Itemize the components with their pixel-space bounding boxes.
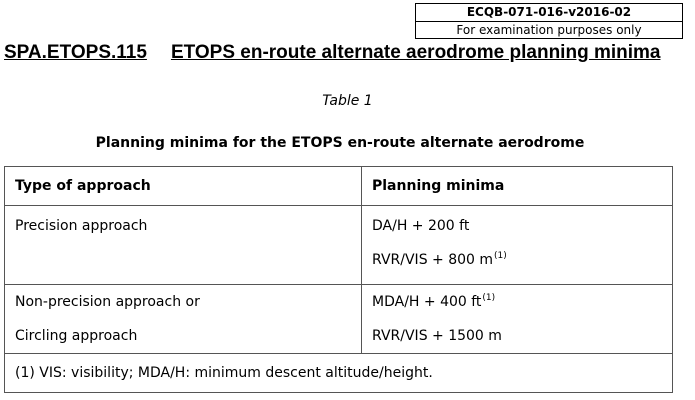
- column-header-approach: Type of approach: [4, 166, 362, 206]
- approach-type: Non-precision approach or: [15, 294, 200, 310]
- table-footnote-row: (1) VIS: visibility; MDA/H: minimum desc…: [4, 353, 673, 393]
- approach-cell: Precision approach: [4, 205, 362, 285]
- exam-purpose-note: For examination purposes only: [456, 22, 642, 37]
- regulation-reference: SPA.ETOPS.115: [4, 42, 147, 63]
- planning-minima-table: Type of approach Planning minima Precisi…: [4, 166, 673, 393]
- approach-cell: Non-precision approach or Circling appro…: [4, 284, 362, 354]
- exam-reference-box: ECQB-071-016-v2016-02 For examination pu…: [415, 3, 683, 39]
- minima-value: RVR/VIS + 1500 m: [372, 319, 672, 353]
- table-header-row: Type of approach Planning minima: [4, 166, 673, 206]
- minima-value: RVR/VIS + 800 m(1): [372, 243, 672, 277]
- table-label: Table 1: [322, 93, 373, 109]
- regulation-title: ETOPS en-route alternate aerodrome plann…: [170, 42, 661, 63]
- regulation-heading: SPA.ETOPS.115 ETOPS en-route alternate ae…: [4, 41, 688, 65]
- minima-cell: MDA/H + 400 ft(1) RVR/VIS + 1500 m: [361, 284, 673, 354]
- minima-text: DA/H + 200 ft: [372, 218, 470, 234]
- column-header-minima: Planning minima: [361, 166, 673, 206]
- approach-type: Circling approach: [15, 328, 138, 344]
- table-row: Non-precision approach or Circling appro…: [4, 284, 673, 354]
- minima-footnote-ref: (1): [494, 251, 507, 261]
- minima-cell: DA/H + 200 ft RVR/VIS + 800 m(1): [361, 205, 673, 285]
- minima-text: MDA/H + 400 ft: [372, 294, 482, 310]
- table-row: Precision approach DA/H + 200 ft RVR/VIS…: [4, 205, 673, 285]
- minima-text: RVR/VIS + 800 m: [372, 252, 494, 268]
- minima-footnote-ref: (1): [482, 293, 496, 303]
- minima-value: DA/H + 200 ft: [372, 209, 672, 243]
- minima-text: RVR/VIS + 1500 m: [372, 328, 502, 344]
- table-footnote: (1) VIS: visibility; MDA/H: minimum desc…: [4, 353, 673, 393]
- table-caption: Planning minima for the ETOPS en-route a…: [95, 135, 585, 151]
- question-code: ECQB-071-016-v2016-02: [416, 4, 682, 22]
- minima-value: MDA/H + 400 ft(1): [372, 285, 672, 319]
- approach-type: Precision approach: [15, 218, 148, 234]
